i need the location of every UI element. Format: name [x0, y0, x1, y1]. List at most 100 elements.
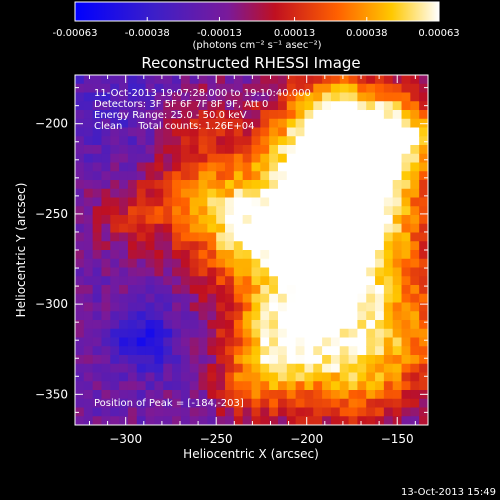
- heatmap-cell: [225, 258, 235, 269]
- heatmap-cell: [295, 241, 306, 251]
- heatmap-cell: [313, 372, 323, 382]
- heatmap-cell: [348, 118, 358, 129]
- heatmap-cell: [92, 162, 103, 172]
- heatmap-cell: [216, 223, 226, 234]
- heatmap-cell: [83, 206, 94, 216]
- heatmap-cell: [295, 232, 306, 242]
- heatmap-cell: [225, 118, 235, 129]
- heatmap-cell: [83, 101, 94, 111]
- heatmap-cell: [295, 197, 306, 207]
- heatmap-cell: [136, 416, 147, 425]
- heatmap-cell: [233, 171, 244, 181]
- heatmap-cell: [216, 145, 226, 155]
- heatmap-cell: [348, 136, 358, 146]
- heatmap-cell: [357, 92, 367, 102]
- heatmap-cell: [348, 241, 358, 251]
- heatmap-cell: [383, 267, 394, 277]
- heatmap-cell: [83, 162, 94, 172]
- heatmap-cell: [286, 241, 297, 251]
- heatmap-cell: [304, 110, 314, 120]
- heatmap-cell: [330, 328, 341, 339]
- heatmap-cell: [198, 302, 208, 312]
- heatmap-cell: [225, 311, 235, 321]
- heatmap-cell: [233, 328, 244, 339]
- heatmap-cell: [75, 285, 85, 295]
- colorbar-tick-label: -0.00038: [125, 28, 170, 39]
- heatmap-cell: [189, 381, 200, 391]
- heatmap-cell: [392, 162, 403, 172]
- heatmap-cell: [348, 83, 358, 94]
- heatmap-cell: [119, 267, 129, 277]
- heatmap-cell: [277, 381, 288, 391]
- heatmap-cell: [286, 276, 297, 286]
- heatmap-cell: [277, 232, 288, 242]
- heatmap-cell: [383, 206, 394, 216]
- heatmap-cell: [330, 127, 341, 137]
- heatmap-cell: [286, 302, 297, 312]
- heatmap-cell: [225, 381, 235, 391]
- heatmap-cell: [127, 75, 138, 85]
- heatmap-cell: [119, 197, 129, 207]
- heatmap-cell: [401, 110, 411, 120]
- heatmap-cell: [189, 416, 200, 425]
- heatmap-cell: [180, 320, 191, 330]
- heatmap-cell: [154, 250, 164, 260]
- heatmap-cell: [251, 75, 261, 85]
- heatmap-cell: [322, 136, 332, 146]
- heatmap-cell: [286, 75, 297, 85]
- heatmap-cell: [75, 162, 85, 172]
- heatmap-cell: [383, 250, 394, 260]
- heatmap-cell: [189, 110, 200, 120]
- heatmap-cell: [180, 328, 191, 339]
- heatmap-cell: [401, 75, 411, 85]
- heatmap-cell: [277, 136, 288, 146]
- heatmap-cell: [251, 162, 261, 172]
- heatmap-cell: [260, 197, 270, 207]
- heatmap-cell: [136, 153, 147, 164]
- heatmap-cell: [339, 127, 350, 137]
- heatmap-cell: [339, 250, 350, 260]
- heatmap-cell: [180, 83, 191, 94]
- heatmap-cell: [145, 241, 156, 251]
- heatmap-cell: [295, 398, 306, 409]
- heatmap-cell: [92, 118, 103, 129]
- heatmap-cell: [269, 267, 279, 277]
- heatmap-cell: [92, 302, 103, 312]
- heatmap-cell: [348, 101, 358, 111]
- heatmap-cell: [375, 110, 385, 120]
- heatmap-cell: [269, 381, 279, 391]
- heatmap-cell: [225, 337, 235, 347]
- heatmap-cell: [172, 285, 182, 295]
- heatmap-cell: [401, 188, 411, 199]
- heatmap-cell: [339, 407, 350, 417]
- heatmap-cell: [313, 398, 323, 409]
- heatmap-cell: [101, 153, 111, 164]
- heatmap-cell: [83, 390, 94, 400]
- heatmap-cell: [392, 197, 403, 207]
- heatmap-cell: [348, 75, 358, 85]
- heatmap-cell: [260, 136, 270, 146]
- heatmap-cell: [383, 197, 394, 207]
- heatmap-cell: [313, 250, 323, 260]
- heatmap-cell: [233, 197, 244, 207]
- colorbar-tick-label: -0.00063: [53, 28, 98, 39]
- heatmap-cell: [322, 258, 332, 269]
- heatmap-cell: [225, 153, 235, 164]
- heatmap-cell: [92, 92, 103, 102]
- heatmap-cell: [119, 83, 129, 94]
- heatmap-cell: [383, 398, 394, 409]
- heatmap-cell: [295, 145, 306, 155]
- heatmap-cell: [392, 232, 403, 242]
- heatmap-cell: [92, 293, 103, 304]
- heatmap-cell: [286, 407, 297, 417]
- heatmap-cell: [269, 390, 279, 400]
- heatmap-cell: [189, 337, 200, 347]
- heatmap-cell: [110, 118, 120, 129]
- heatmap-cell: [322, 346, 332, 356]
- heatmap-cell: [375, 398, 385, 409]
- heatmap-cell: [277, 311, 288, 321]
- heatmap-cell: [286, 363, 297, 374]
- heatmap-cell: [198, 311, 208, 321]
- heatmap-cell: [154, 258, 164, 269]
- heatmap-cell: [101, 250, 111, 260]
